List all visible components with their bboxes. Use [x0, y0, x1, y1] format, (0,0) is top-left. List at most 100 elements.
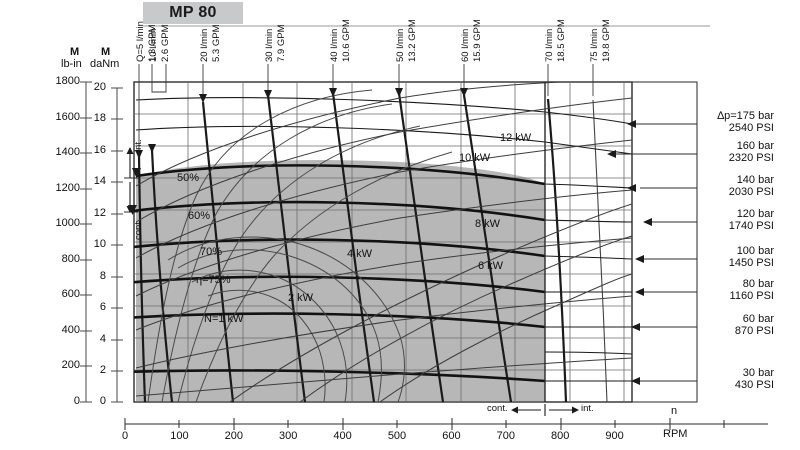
pressure-curves-thin-right	[544, 219, 632, 382]
power-label: N=1 kW	[204, 313, 244, 325]
power-label: 8 kW	[475, 218, 501, 230]
axis-left-danm-tick: 14	[93, 175, 106, 187]
axis-left-lbin-tick: 800	[61, 253, 80, 265]
axis-left-lbin-symbol: M	[70, 46, 80, 58]
flow-label-gpm: 13.2 GPM	[407, 19, 418, 62]
flow-label-gpm: 15.9 GPM	[472, 19, 483, 62]
efficiency-contours	[147, 89, 453, 402]
axis-left-danm-tick: 12	[93, 207, 106, 219]
model-title: MP 80	[169, 4, 217, 21]
power-label: 2 kW	[288, 292, 314, 304]
flow-label-gpm: 19.8 GPM	[601, 19, 612, 62]
pressure-label-bar: ∆p=175 bar	[717, 110, 774, 122]
pressure-label-bar: 30 bar	[742, 367, 774, 379]
efficiency-label: 70%	[200, 246, 223, 258]
flow-label-gpm: 7.9 GPM	[276, 24, 287, 63]
axis-left-danm-tick: 18	[93, 112, 106, 124]
flow-label-gpm: 18.5 GPM	[556, 19, 567, 62]
flow-line-75	[592, 99, 608, 402]
axis-left-danm-tick: 20	[93, 81, 106, 93]
axis-left-danm-tick: 0	[99, 395, 106, 407]
power-label: 10 kW	[459, 152, 491, 164]
axis-left-lbin-tick: 1200	[55, 182, 80, 194]
axis-left-danm-tick: 16	[93, 144, 106, 156]
axis-left-lbin-tick: 0	[73, 395, 80, 407]
flow-label-lmin: 10 l/min	[148, 28, 159, 62]
axis-left-danm-tick: 10	[93, 238, 106, 250]
pressure-label-bar: 60 bar	[742, 313, 774, 325]
axis-bottom-rpm	[124, 418, 768, 430]
duty-int-label-bottom: int.	[581, 403, 594, 414]
pressure-label-psi: 1740 PSI	[728, 220, 774, 232]
model-title-badge: MP 80	[143, 2, 243, 24]
axis-left-lbin-tick: 1800	[55, 75, 80, 87]
axis-bottom-tick: 100	[170, 430, 189, 442]
axis-left-lbin-unit: lb-in	[61, 58, 82, 70]
duty-range-arrows	[124, 147, 138, 213]
axis-bottom-tick: 500	[387, 430, 407, 442]
pressure-label-psi: 2030 PSI	[728, 186, 774, 198]
pressure-label-leaders	[612, 123, 697, 382]
pressure-label-psi: 1450 PSI	[728, 257, 774, 269]
flow-label-lmin: 75 l/min	[589, 28, 600, 62]
axis-bottom-tick: 700	[496, 430, 515, 442]
axis-left-lbin-tick: 600	[61, 288, 80, 300]
pressure-label-psi: 2320 PSI	[728, 152, 774, 164]
duty-cont-label-left: cont.	[133, 219, 144, 240]
axis-bottom-tick: 400	[333, 430, 352, 442]
axis-left-danm-symbol: M	[101, 46, 111, 58]
flow-label-lmin: Q=5 l/min	[135, 21, 146, 62]
flow-label-lmin: 30 l/min	[264, 28, 275, 62]
axis-left-danm-tick: 6	[99, 301, 106, 313]
axis-bottom-tick: 900	[605, 430, 624, 442]
flow-label-gpm: 10.6 GPM	[341, 19, 352, 62]
axis-left-lbin	[80, 81, 92, 403]
pressure-label-bar: 100 bar	[736, 245, 774, 257]
flow-arrowheads	[135, 88, 468, 159]
axis-left-lbin-tick: 1600	[55, 111, 80, 123]
axis-left-danm-tick: 2	[99, 364, 106, 376]
flow-label-lmin: 40 l/min	[329, 28, 340, 62]
axis-bottom-tick: 0	[121, 430, 129, 442]
pressure-label-bar: 160 bar	[736, 140, 774, 152]
power-label: 4 kW	[347, 248, 373, 260]
power-label: 6 kW	[478, 260, 504, 272]
axis-left-lbin-tick: 1000	[55, 217, 80, 229]
flow-label-lmin: 20 l/min	[199, 28, 210, 62]
pressure-label-psi: 2540 PSI	[728, 122, 774, 134]
axis-left-danm-unit: daNm	[90, 58, 120, 70]
axis-left-danm	[111, 87, 123, 403]
axis-bottom-tick: 300	[279, 430, 298, 442]
duty-int-label-left: int.	[133, 139, 144, 152]
flow-label-gpm: 5.3 GPM	[211, 24, 222, 63]
flow-label-leaders	[138, 64, 594, 150]
flow-label-lmin: 60 l/min	[460, 28, 471, 62]
axis-bottom-tick: 600	[442, 430, 461, 442]
axis-bottom-tick: 200	[224, 430, 243, 442]
power-contours	[135, 82, 632, 402]
axis-bottom-unit: RPM	[663, 428, 688, 440]
axis-left-danm-tick: 8	[99, 270, 106, 282]
axis-left-lbin-tick: 200	[61, 359, 80, 371]
flow-label-lmin: 70 l/min	[544, 28, 555, 62]
axis-left-danm-tick: 4	[99, 333, 106, 345]
axis-bottom-tick: 800	[551, 430, 570, 442]
power-label: 12 kW	[500, 132, 532, 144]
pressure-label-bar: 140 bar	[736, 174, 774, 186]
axis-left-lbin-tick: 1400	[55, 146, 80, 158]
axis-left-lbin-tick: 400	[61, 324, 80, 336]
flow-label-gpm: 2.6 GPM	[160, 24, 171, 63]
axis-bottom-symbol: n	[671, 405, 678, 417]
efficiency-label: 50%	[177, 172, 200, 184]
efficiency-label: η=75%	[196, 274, 231, 286]
duty-split-markers	[511, 404, 579, 416]
pressure-label-bar: 80 bar	[742, 278, 774, 290]
flow-label-lmin: 50 l/min	[395, 28, 406, 62]
pressure-label-psi: 1160 PSI	[729, 290, 774, 302]
pressure-arrowheads	[607, 120, 652, 385]
duty-envelope-shading	[136, 160, 545, 401]
duty-cont-label-bottom: cont.	[487, 403, 508, 414]
pressure-curves-bold	[134, 164, 546, 383]
